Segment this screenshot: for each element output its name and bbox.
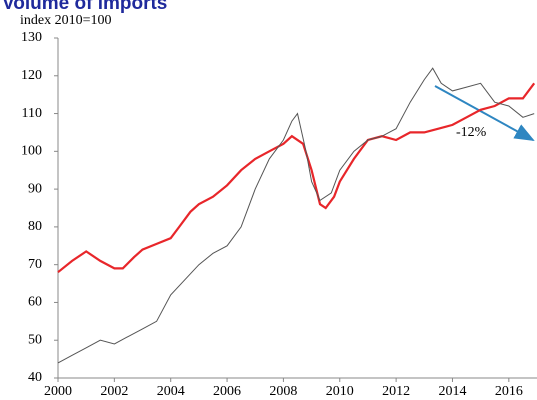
trend-arrow xyxy=(434,85,535,141)
y-tick-label: 120 xyxy=(21,68,42,83)
y-tick-label: 60 xyxy=(28,295,42,310)
y-tick-label: 70 xyxy=(28,257,42,272)
y-tick-label: 50 xyxy=(28,332,42,347)
x-tick-label: 2004 xyxy=(157,384,185,399)
x-tick-label: 2000 xyxy=(44,384,72,399)
x-tick-label: 2016 xyxy=(495,384,523,399)
x-tick-label: 2010 xyxy=(326,384,354,399)
y-tick-label: 100 xyxy=(21,144,42,159)
x-tick-label: 2014 xyxy=(438,384,466,399)
y-tick-label: 90 xyxy=(28,181,42,196)
x-tick-label: 2006 xyxy=(213,384,241,399)
x-tick-label: 2012 xyxy=(382,384,410,399)
x-tick-label: 2002 xyxy=(100,384,128,399)
y-tick-label: 80 xyxy=(28,219,42,234)
y-tick-label: 40 xyxy=(28,370,42,385)
series-line xyxy=(57,82,536,274)
annotation: -12% xyxy=(456,125,487,140)
y-tick-label: 110 xyxy=(22,106,42,121)
y-tick-label: 130 xyxy=(21,30,42,45)
chart-title: Volume of imports xyxy=(2,0,167,14)
x-tick-label: 2008 xyxy=(269,384,297,399)
chart-subtitle: index 2010=100 xyxy=(20,13,112,28)
series-line xyxy=(57,67,535,364)
